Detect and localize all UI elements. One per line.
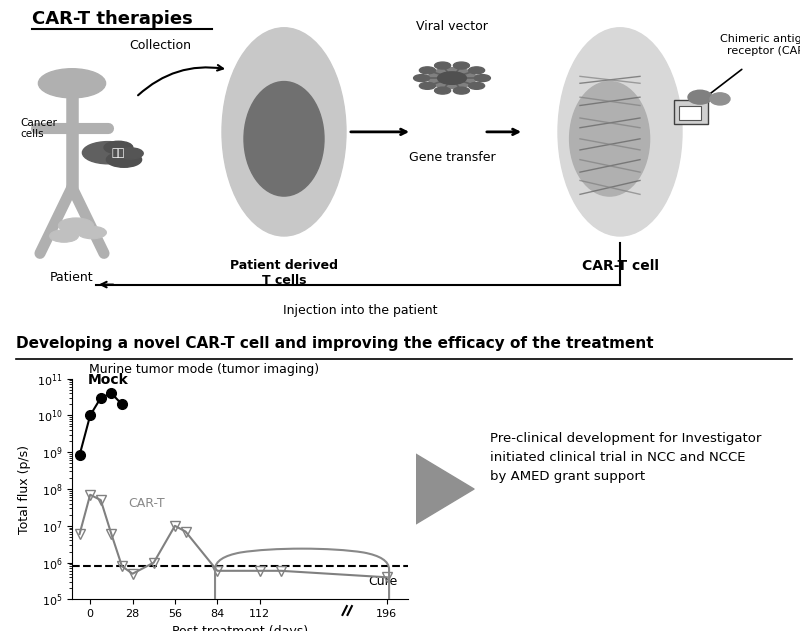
Text: Patient: Patient — [50, 271, 94, 284]
Circle shape — [454, 87, 470, 94]
Circle shape — [414, 74, 430, 81]
Y-axis label: Total flux (p/s): Total flux (p/s) — [18, 444, 31, 534]
Circle shape — [434, 62, 450, 69]
Text: CAR-T cell: CAR-T cell — [582, 259, 658, 273]
Text: Mock: Mock — [88, 373, 129, 387]
Circle shape — [438, 72, 466, 85]
Circle shape — [50, 230, 78, 242]
Circle shape — [474, 74, 490, 81]
Text: CAR-T therapies: CAR-T therapies — [32, 10, 193, 28]
Ellipse shape — [244, 81, 324, 196]
Text: Cure: Cure — [368, 575, 398, 588]
Text: Viral vector: Viral vector — [416, 20, 488, 33]
Circle shape — [434, 87, 450, 94]
Text: Cancer
cells: Cancer cells — [20, 117, 57, 139]
Circle shape — [419, 67, 435, 74]
FancyBboxPatch shape — [674, 100, 708, 124]
Text: Murine tumor mode (tumor imaging): Murine tumor mode (tumor imaging) — [89, 363, 319, 376]
Circle shape — [469, 67, 485, 74]
Circle shape — [58, 218, 94, 233]
X-axis label: Post treatment (days): Post treatment (days) — [172, 625, 308, 631]
Circle shape — [82, 141, 134, 164]
Text: CAR-T: CAR-T — [128, 497, 165, 510]
Circle shape — [78, 227, 106, 239]
Text: Pre-clinical development for Investigator
initiated clinical trial in NCC and NC: Pre-clinical development for Investigato… — [490, 432, 761, 483]
Circle shape — [428, 68, 476, 88]
Text: Gene transfer: Gene transfer — [409, 151, 495, 165]
Circle shape — [118, 148, 143, 159]
FancyArrowPatch shape — [162, 302, 474, 631]
Circle shape — [38, 69, 106, 98]
Text: Chimeric antigen
receptor (CAR): Chimeric antigen receptor (CAR) — [720, 34, 800, 56]
Ellipse shape — [570, 81, 650, 196]
Circle shape — [469, 83, 485, 90]
Ellipse shape — [688, 90, 712, 104]
Text: Patient derived
T cells: Patient derived T cells — [230, 259, 338, 286]
Circle shape — [419, 83, 435, 90]
Text: Collection: Collection — [129, 38, 191, 52]
Ellipse shape — [558, 28, 682, 236]
Text: 攻撃: 攻撃 — [112, 148, 125, 158]
FancyBboxPatch shape — [679, 105, 701, 120]
Text: Injection into the patient: Injection into the patient — [282, 304, 438, 317]
Circle shape — [454, 62, 470, 69]
Text: Developing a novel CAR-T cell and improving the efficacy of the treatment: Developing a novel CAR-T cell and improv… — [16, 336, 654, 351]
Ellipse shape — [710, 93, 730, 105]
Ellipse shape — [222, 28, 346, 236]
Circle shape — [104, 141, 133, 154]
Circle shape — [106, 152, 142, 167]
